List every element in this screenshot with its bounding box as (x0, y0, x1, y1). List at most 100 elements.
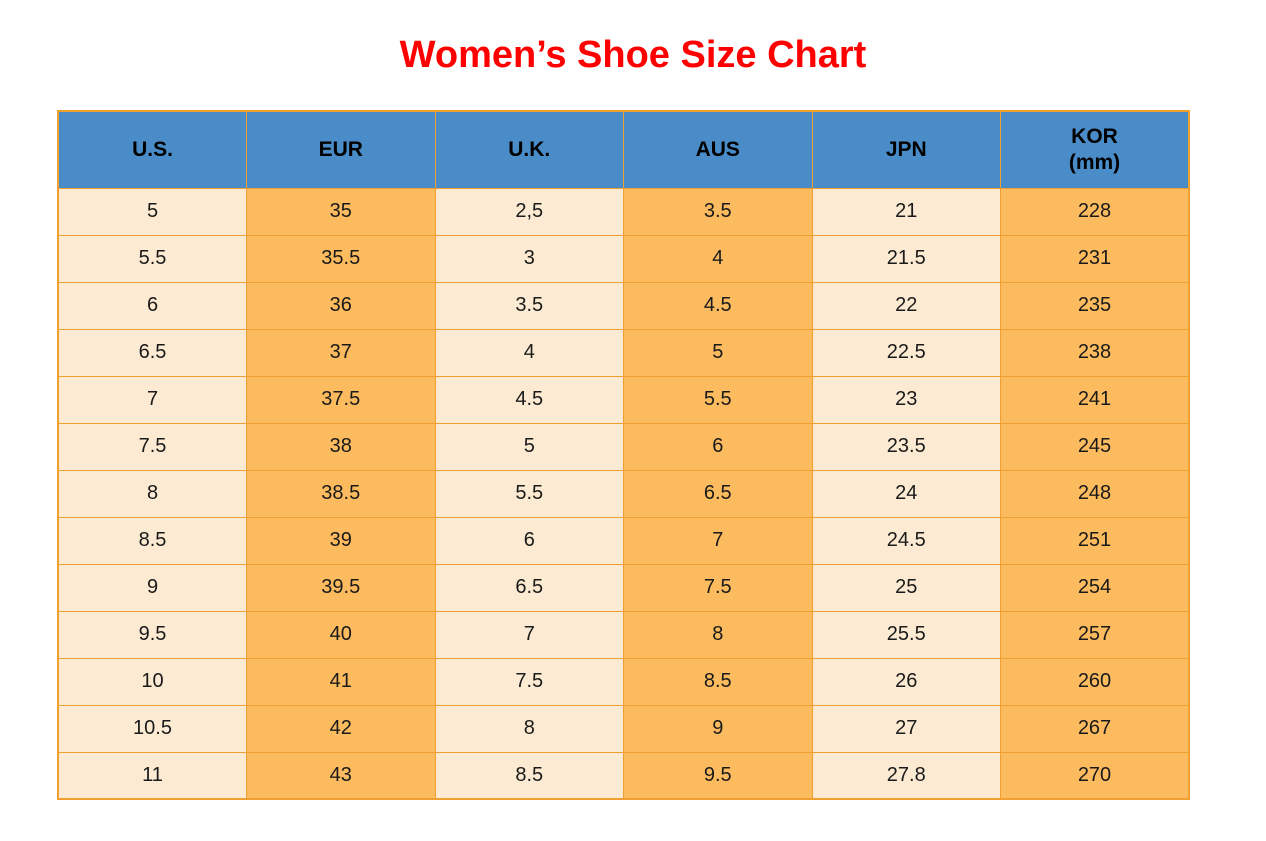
table-cell: 2,5 (434, 187, 624, 236)
table-cell: 3 (434, 234, 624, 283)
table-cell: 241 (1000, 375, 1190, 424)
table-row: 5.5 35.5 3 4 21.5 231 (57, 234, 1190, 283)
column-header-kor-label: KOR (1071, 124, 1118, 148)
table-cell: 10.5 (57, 704, 247, 753)
table-cell: 9.5 (623, 751, 813, 800)
table-cell: 11 (57, 751, 247, 800)
table-cell: 37.5 (246, 375, 436, 424)
table-cell: 8.5 (623, 657, 813, 706)
table-cell: 6 (57, 281, 247, 330)
table-header: U.S. EUR U.K. AUS JPN KOR (mm) (57, 110, 1190, 189)
column-header-jpn: JPN (811, 110, 1001, 189)
table-row: 8 38.5 5.5 6.5 24 248 (57, 469, 1190, 518)
table-cell: 6.5 (434, 563, 624, 612)
table-cell: 35 (246, 187, 436, 236)
table-cell: 8 (623, 610, 813, 659)
table-cell: 24.5 (811, 516, 1001, 565)
table-cell: 40 (246, 610, 436, 659)
table-cell: 37 (246, 328, 436, 377)
table-cell: 270 (1000, 751, 1190, 800)
table-cell: 5 (434, 422, 624, 471)
table-cell: 6 (434, 516, 624, 565)
table-cell: 35.5 (246, 234, 436, 283)
table-cell: 21 (811, 187, 1001, 236)
table-row: 9 39.5 6.5 7.5 25 254 (57, 563, 1190, 612)
table-cell: 39.5 (246, 563, 436, 612)
table-cell: 5.5 (623, 375, 813, 424)
table-cell: 23.5 (811, 422, 1001, 471)
table-cell: 41 (246, 657, 436, 706)
table-cell: 251 (1000, 516, 1190, 565)
table-cell: 4 (623, 234, 813, 283)
table-cell: 22 (811, 281, 1001, 330)
table-cell: 248 (1000, 469, 1190, 518)
table-cell: 10 (57, 657, 247, 706)
column-header-kor: KOR (mm) (1000, 110, 1190, 189)
page-title: Women’s Shoe Size Chart (399, 34, 867, 76)
table-cell: 8 (434, 704, 624, 753)
table-cell: 8 (57, 469, 247, 518)
column-header-us: U.S. (57, 110, 247, 189)
table-cell: 21.5 (811, 234, 1001, 283)
table-cell: 3.5 (434, 281, 624, 330)
table-cell: 25.5 (811, 610, 1001, 659)
table-row: 10 41 7.5 8.5 26 260 (57, 657, 1190, 706)
table-cell: 38 (246, 422, 436, 471)
table-cell: 27 (811, 704, 1001, 753)
column-header-eur: EUR (246, 110, 436, 189)
table-cell: 5 (57, 187, 247, 236)
table-cell: 6.5 (57, 328, 247, 377)
table-row: 8.5 39 6 7 24.5 251 (57, 516, 1190, 565)
table-cell: 8.5 (57, 516, 247, 565)
column-header-uk: U.K. (434, 110, 624, 189)
table-cell: 231 (1000, 234, 1190, 283)
table-cell: 5.5 (57, 234, 247, 283)
table-cell: 254 (1000, 563, 1190, 612)
table-cell: 4 (434, 328, 624, 377)
table-cell: 25 (811, 563, 1001, 612)
table-cell: 7 (623, 516, 813, 565)
table-cell: 38.5 (246, 469, 436, 518)
table-cell: 4.5 (623, 281, 813, 330)
shoe-size-table: U.S. EUR U.K. AUS JPN KOR (mm) 5 35 2,5 3.5… (57, 110, 1190, 800)
table-cell: 3.5 (623, 187, 813, 236)
table-body: 5 35 2,5 3.5 21 228 5.5 35.5 3 4 21.5 231 6 36 3.5 4.5 2… (57, 187, 1190, 800)
table-cell: 7.5 (623, 563, 813, 612)
table-cell: 260 (1000, 657, 1190, 706)
table-cell: 7.5 (57, 422, 247, 471)
table-cell: 228 (1000, 187, 1190, 236)
table-cell: 4.5 (434, 375, 624, 424)
table-row: 9.5 40 7 8 25.5 257 (57, 610, 1190, 659)
table-row: 7 37.5 4.5 5.5 23 241 (57, 375, 1190, 424)
table-row: 6 36 3.5 4.5 22 235 (57, 281, 1190, 330)
table-cell: 9 (57, 563, 247, 612)
table-cell: 42 (246, 704, 436, 753)
table-row: 6.5 37 4 5 22.5 238 (57, 328, 1190, 377)
table-cell: 7.5 (434, 657, 624, 706)
table-row: 5 35 2,5 3.5 21 228 (57, 187, 1190, 236)
header-row: U.S. EUR U.K. AUS JPN KOR (mm) (57, 110, 1190, 189)
table-cell: 238 (1000, 328, 1190, 377)
table-cell: 26 (811, 657, 1001, 706)
table-cell: 22.5 (811, 328, 1001, 377)
table-row: 10.5 42 8 9 27 267 (57, 704, 1190, 753)
table-row: 7.5 38 5 6 23.5 245 (57, 422, 1190, 471)
table-cell: 7 (434, 610, 624, 659)
column-header-kor-sublabel: (mm) (1068, 150, 1121, 174)
table-cell: 6.5 (623, 469, 813, 518)
table-cell: 6 (623, 422, 813, 471)
column-header-aus: AUS (623, 110, 813, 189)
table-cell: 5.5 (434, 469, 624, 518)
table-cell: 257 (1000, 610, 1190, 659)
table-cell: 23 (811, 375, 1001, 424)
table-cell: 235 (1000, 281, 1190, 330)
table-row: 11 43 8.5 9.5 27.8 270 (57, 751, 1190, 800)
table-cell: 36 (246, 281, 436, 330)
table-cell: 39 (246, 516, 436, 565)
table-cell: 24 (811, 469, 1001, 518)
table-cell: 267 (1000, 704, 1190, 753)
table-cell: 27.8 (811, 751, 1001, 800)
table-cell: 9 (623, 704, 813, 753)
table-cell: 8.5 (434, 751, 624, 800)
table-cell: 43 (246, 751, 436, 800)
